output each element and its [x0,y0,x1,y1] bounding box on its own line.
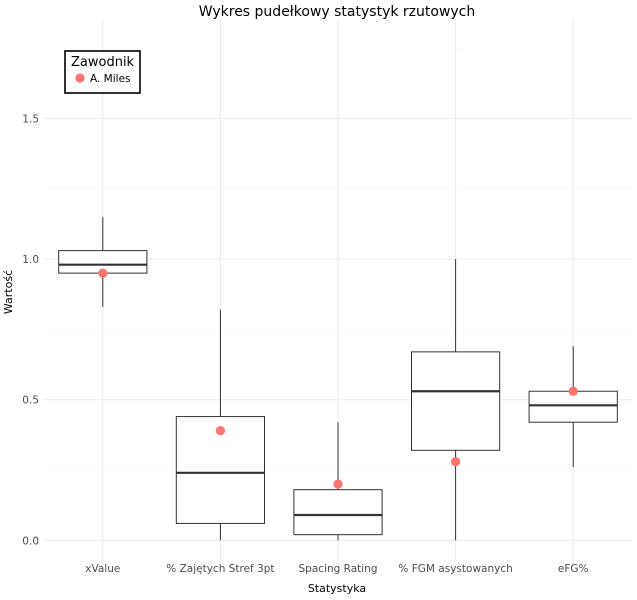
box-iqr [293,489,383,536]
y-tick-label: 1.5 [22,113,39,125]
x-axis-title: Statystyka [308,582,366,595]
point-a-miles [451,456,461,467]
boxes [58,216,618,541]
point-a-miles [98,268,108,278]
point-a-miles [333,479,343,489]
x-tick-label: % Zajętych Stref 3pt [166,563,274,575]
point-a-miles [215,426,225,436]
x-tick-label: xValue [85,563,120,575]
legend-box [64,50,141,94]
points [98,268,578,489]
box-iqr [528,390,618,423]
box-3 [293,422,383,541]
legend: Zawodnik A. Miles [64,50,141,94]
box-iqr [175,416,265,524]
box-5 [528,346,618,468]
y-tick-label: 0.5 [22,395,39,407]
x-tick-label: % FGM asystowanych [398,563,512,575]
legend-label-a-miles: A. Miles [90,73,131,85]
x-axis-ticks: xValue % Zajętych Stref 3pt Spacing Rating… [85,563,588,575]
legend-title: Zawodnik [71,55,135,70]
x-tick-label: Spacing Rating [299,563,378,575]
box-iqr [411,351,501,451]
y-axis-title: Wartość [2,270,15,314]
box-1 [58,216,148,307]
point-a-miles [568,386,578,396]
box-2 [175,309,265,541]
x-tick-label: eFG% [558,563,589,575]
y-tick-label: 0.0 [22,535,39,547]
chart-title: Wykres pudełkowy statystyk rzutowych [199,4,476,20]
y-axis-ticks: 0.0 0.5 1.0 1.5 [22,113,39,547]
legend-key-a-miles [75,73,85,83]
box-4 [411,259,501,541]
y-tick-label: 1.0 [22,254,39,266]
